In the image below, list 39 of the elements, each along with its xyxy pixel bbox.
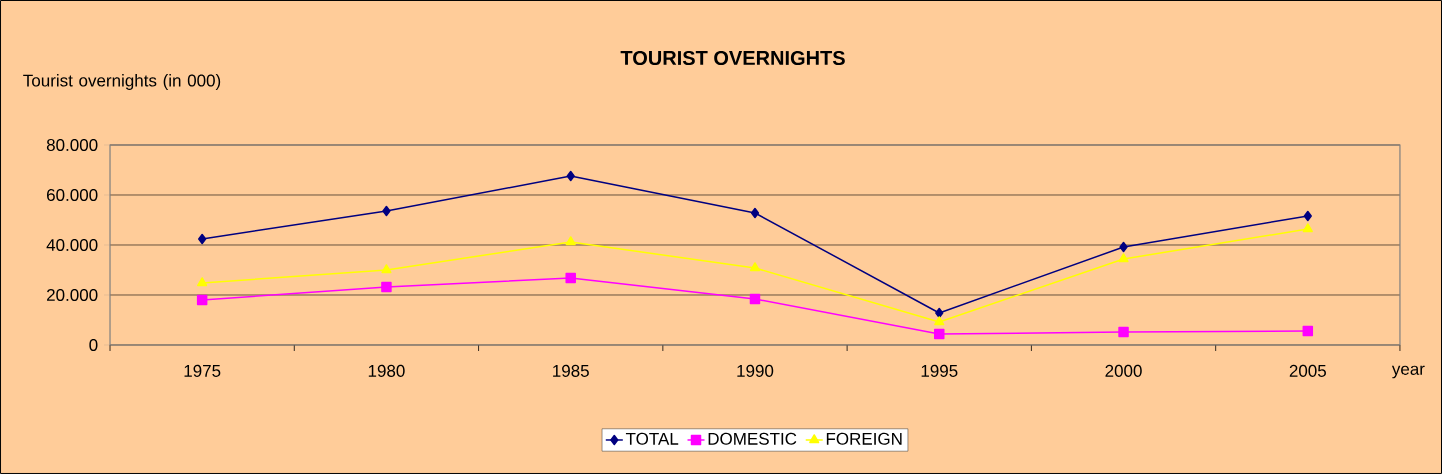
x-tick-label: 1985	[553, 364, 589, 377]
chart-title: TOURIST OVERNIGHTS	[620, 50, 845, 66]
y-tick-label: 0	[89, 338, 98, 352]
point	[750, 207, 760, 219]
y-tick-label: 20.000	[47, 288, 98, 302]
y-tick-label: 40.000	[46, 238, 98, 252]
x-axis-title: year	[1391, 365, 1425, 379]
point	[566, 170, 575, 182]
point	[1118, 253, 1129, 263]
point	[198, 233, 207, 245]
point	[1302, 223, 1313, 233]
y-axis-title: Tourist overnights (in 000)	[23, 74, 221, 90]
point	[749, 262, 761, 272]
point	[197, 277, 208, 287]
x-tick-label: 1975	[184, 364, 221, 377]
y-tick-label: 60.000	[47, 188, 98, 202]
x-tick-label: 2005	[1289, 364, 1326, 377]
x-tick-label: 2000	[1105, 364, 1142, 377]
x-tick-label: 1980	[368, 364, 405, 377]
point	[1303, 210, 1312, 222]
y-tick-label: 80.000	[46, 138, 98, 152]
point	[565, 272, 576, 284]
point	[934, 328, 945, 340]
point	[381, 264, 392, 274]
point	[1118, 326, 1129, 338]
point	[1302, 325, 1314, 337]
point	[382, 205, 391, 217]
legend-label: TOTAL	[625, 432, 679, 445]
point	[565, 236, 576, 246]
point	[934, 316, 945, 326]
point	[1119, 241, 1128, 253]
point	[196, 294, 208, 306]
legend-label: FOREIGN	[826, 432, 902, 445]
legend-label: DOMESTIC	[708, 432, 797, 445]
point	[749, 293, 761, 305]
point	[381, 281, 392, 293]
point	[935, 307, 944, 319]
x-tick-label: 1995	[921, 364, 958, 377]
x-tick-label: 1990	[737, 364, 774, 377]
